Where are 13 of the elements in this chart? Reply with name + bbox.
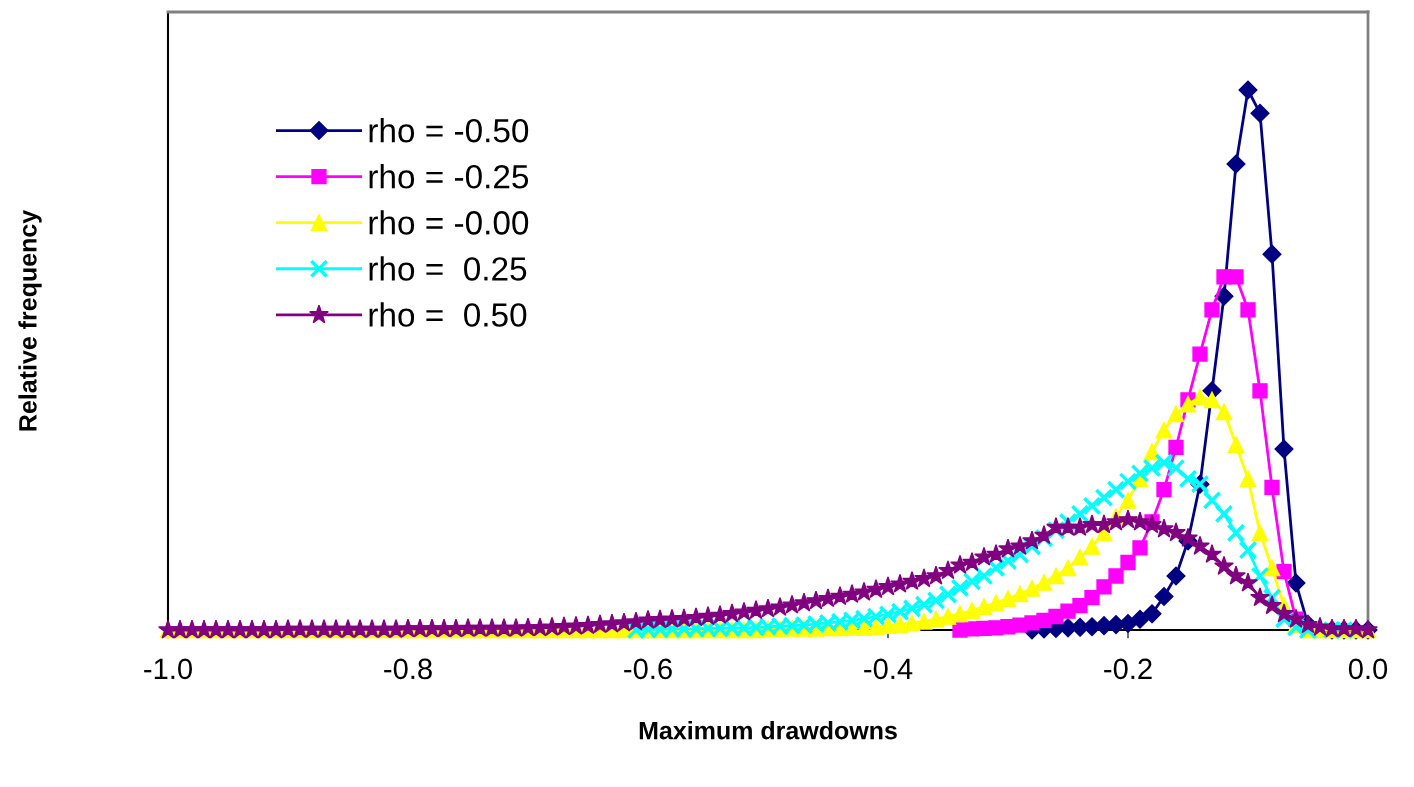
x-tick-label: -0.2 bbox=[1104, 658, 1152, 680]
y-axis-title: Relative frequency bbox=[18, 209, 42, 431]
x-tick-label: -0.8 bbox=[384, 658, 432, 680]
legend-label: rho = -0.50 bbox=[369, 118, 529, 143]
legend-label: rho = -0.00 bbox=[369, 210, 529, 235]
legend-label: rho = -0.25 bbox=[369, 164, 529, 189]
x-axis-title: Maximum drawdowns bbox=[639, 721, 897, 740]
legend-label: rho = 0.50 bbox=[369, 302, 527, 327]
x-tick-label: -1.0 bbox=[144, 658, 192, 680]
x-tick-label: -0.4 bbox=[864, 658, 913, 680]
x-tick-label: -0.6 bbox=[624, 658, 672, 680]
legend-label: rho = 0.25 bbox=[369, 256, 527, 281]
x-tick-label: 0.0 bbox=[1348, 658, 1388, 680]
